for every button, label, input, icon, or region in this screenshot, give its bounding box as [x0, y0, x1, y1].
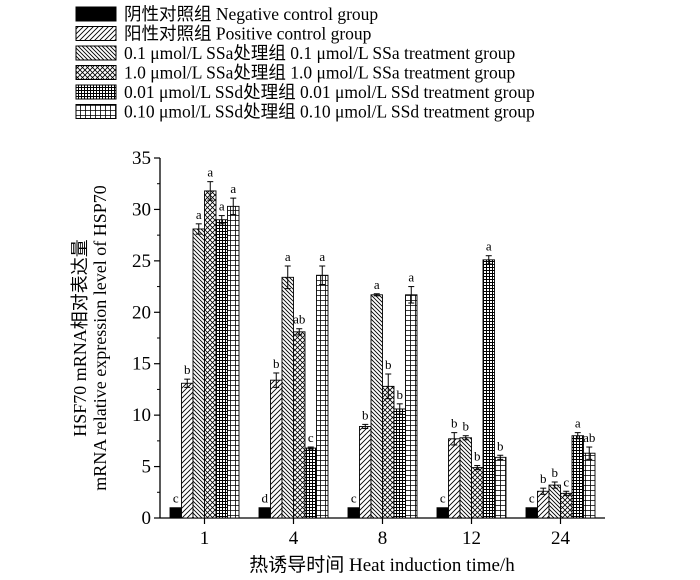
significance-label: a — [285, 249, 291, 264]
bar — [448, 438, 461, 519]
bar — [270, 379, 283, 519]
bar — [169, 507, 182, 519]
significance-label: a — [207, 165, 213, 180]
y-axis-label-line1: HSF70 mRNA相对表达量 — [70, 239, 90, 437]
significance-label: d — [262, 491, 269, 506]
x-axis-label: 热诱导时间 Heat induction time/h — [249, 554, 515, 576]
significance-label: ab — [583, 430, 595, 445]
bar — [482, 259, 495, 519]
bar — [548, 484, 561, 519]
bar — [347, 507, 360, 519]
legend-label: 阴性对照组 Negative control group — [124, 4, 378, 24]
significance-label: b — [474, 449, 481, 464]
legend-label: 0.10 μmol/L SSd处理组 0.10 μmol/L SSd treat… — [124, 102, 535, 122]
bar — [436, 507, 449, 519]
bar — [204, 190, 217, 519]
significance-label: b — [184, 362, 191, 377]
bar — [560, 492, 573, 519]
significance-label: b — [451, 416, 458, 431]
y-tick-label: 25 — [132, 251, 151, 272]
bar — [571, 435, 584, 519]
bar — [494, 456, 507, 519]
x-tick-label: 1 — [200, 528, 210, 549]
bar — [215, 219, 228, 519]
legend-swatch — [75, 65, 117, 80]
legend-label: 0.1 μmol/L SSa处理组 0.1 μmol/L SSa treatme… — [124, 43, 516, 63]
bar — [281, 276, 294, 519]
x-tick-label: 4 — [289, 528, 299, 549]
significance-label: c — [308, 430, 314, 445]
bar — [293, 331, 306, 519]
bar — [525, 507, 538, 519]
bar — [583, 452, 596, 519]
bar — [405, 294, 418, 519]
y-axis-label-line2: mRNA relative expression level of HSP70 — [90, 185, 110, 490]
bar — [359, 426, 372, 519]
significance-label: b — [362, 407, 369, 422]
legend-label: 1.0 μmol/L SSa处理组 1.0 μmol/L SSa treatme… — [124, 63, 516, 83]
bar — [258, 507, 271, 519]
significance-label: a — [575, 416, 581, 431]
y-tick-label: 5 — [142, 457, 152, 478]
y-tick-label: 35 — [132, 148, 151, 169]
legend-label: 阳性对照组 Positive control group — [124, 24, 372, 44]
bar — [459, 437, 472, 519]
significance-label: a — [486, 239, 492, 254]
significance-label: a — [374, 277, 380, 292]
bar — [471, 467, 484, 519]
x-tick-label: 12 — [462, 528, 481, 549]
significance-label: a — [196, 207, 202, 222]
legend-swatch — [75, 104, 117, 119]
significance-label: a — [319, 249, 325, 264]
significance-label: b — [273, 356, 280, 371]
y-tick-label: 15 — [132, 354, 151, 375]
bar — [382, 385, 395, 519]
x-tick-label: 24 — [551, 528, 571, 549]
significance-label: a — [230, 181, 236, 196]
significance-label: b — [552, 465, 559, 480]
x-ticks: 1 4 8 12 24 — [200, 518, 571, 549]
x-tick-label: 8 — [378, 528, 388, 549]
legend-swatch — [75, 6, 117, 22]
bar — [537, 490, 550, 519]
significance-label: b — [540, 471, 547, 486]
legend-swatch — [75, 45, 117, 61]
significance-label: c — [563, 474, 569, 489]
significance-label: c — [529, 491, 535, 506]
bar — [316, 274, 329, 519]
significance-label: ab — [293, 312, 305, 327]
significance-label: c — [440, 491, 446, 506]
legend-swatch — [75, 26, 117, 41]
y-tick-label: 10 — [132, 405, 151, 426]
y-tick-label: 0 — [142, 508, 152, 529]
bar — [304, 447, 317, 519]
legend-label: 0.01 μmol/L SSd处理组 0.01 μmol/L SSd treat… — [124, 82, 535, 102]
significance-label: b — [497, 438, 504, 453]
y-tick-label: 30 — [132, 199, 151, 220]
significance-label: a — [219, 199, 225, 214]
significance-label: b — [463, 419, 470, 434]
legend-swatch — [75, 84, 117, 100]
significance-label: b — [397, 387, 404, 402]
bar — [370, 294, 383, 519]
bar — [227, 205, 240, 519]
significance-label: b — [385, 357, 392, 372]
bar — [181, 382, 194, 519]
significance-label: c — [351, 491, 357, 506]
y-ticks: 0 5 10 15 20 25 30 35 — [132, 148, 160, 529]
significance-label: a — [408, 270, 414, 285]
significance-label: c — [173, 491, 179, 506]
bar — [192, 228, 205, 519]
bar — [393, 408, 406, 519]
y-tick-label: 20 — [132, 302, 151, 323]
